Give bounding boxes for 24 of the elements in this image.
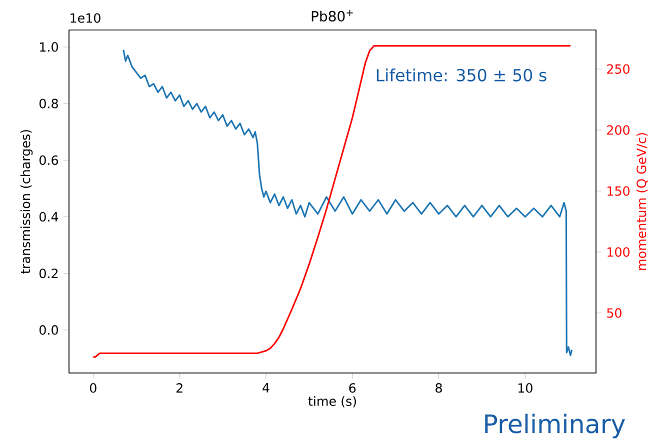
annotation: Lifetime: 350 ± 50 s [376,68,546,82]
x-tick-label: 4 [262,383,270,392]
y-tick-label: 1.0 [40,42,58,52]
chart-title: Pb80$^{+}$ [312,10,353,22]
y2-tick-label: 200 [607,125,630,135]
y2-tick-label: 250 [607,64,630,74]
y-tick-label: 0.0 [40,325,58,335]
x-tick-label: 8 [436,383,442,393]
y-axis-title: transmission (charges) [20,130,33,274]
x-tick-label: 2 [176,383,182,393]
y2-tick-label: 150 [608,186,630,196]
y-tick-label: 0.8 [40,98,58,108]
y-tick-label: 0.4 [40,212,58,222]
x-tick-label: 6 [349,383,356,393]
text: Preliminary [485,414,626,438]
y2-tick-label: 50 [607,308,622,318]
y-tick-label: 0.2 [40,268,58,278]
x-axis-title: time (s) [308,396,356,408]
y2-axis-title: momentum (Q GeV/c) [636,133,648,270]
y-tick-label: 0.6 [40,155,58,165]
y2-tick-label: 100 [608,247,630,257]
x-tick-label: 10 [518,383,532,393]
text: 1e10 [70,13,100,23]
x-tick-label: 0 [90,383,96,393]
